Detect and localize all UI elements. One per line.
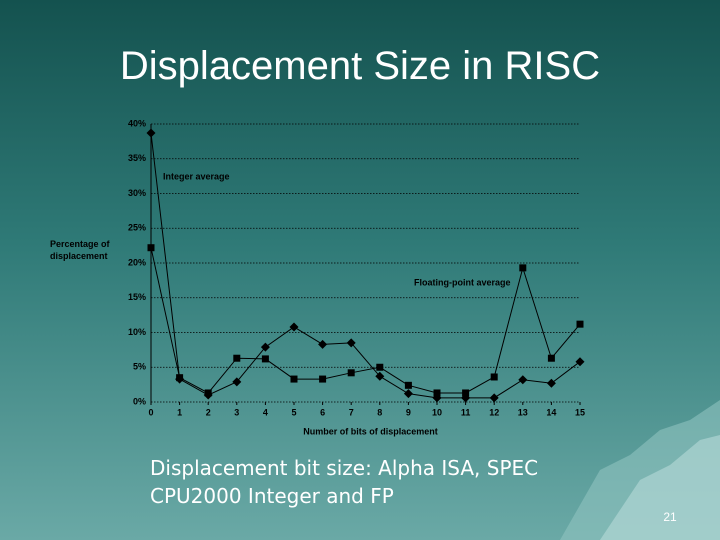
x-tick-label: 6	[320, 407, 325, 417]
data-point	[176, 374, 184, 382]
y-tick-label: 35%	[128, 153, 146, 163]
x-tick-label: 14	[546, 407, 556, 417]
y-tick-label: 5%	[133, 362, 146, 372]
x-tick-label: 9	[406, 407, 411, 417]
data-point	[462, 389, 470, 397]
x-tick-label: 0	[148, 407, 153, 417]
data-point	[403, 389, 413, 399]
y-tick-label: 10%	[128, 327, 146, 337]
data-point	[233, 354, 241, 362]
data-point	[318, 339, 328, 349]
data-point	[433, 389, 441, 397]
x-tick-label: 4	[263, 407, 268, 417]
x-tick-label: 2	[206, 407, 211, 417]
x-tick-label: 12	[489, 407, 499, 417]
decoration	[600, 435, 720, 540]
y-tick-label: 40%	[128, 118, 146, 128]
x-tick-label: 11	[461, 407, 471, 417]
data-point	[576, 320, 584, 328]
data-point	[319, 375, 327, 383]
series-label: Integer average	[163, 171, 230, 181]
x-tick-label: 5	[291, 407, 296, 417]
x-tick-label: 15	[575, 407, 585, 417]
data-point	[489, 393, 499, 403]
data-point	[346, 338, 356, 348]
data-point	[375, 371, 385, 381]
series-label: Floating-point average	[414, 277, 511, 287]
x-tick-label: 13	[518, 407, 528, 417]
x-tick-label: 1	[177, 407, 182, 417]
data-point	[146, 128, 156, 138]
data-point	[232, 377, 242, 387]
series-line	[150, 132, 581, 399]
x-tick-label: 3	[234, 407, 239, 417]
y-axis-label: Percentage of displacement	[50, 239, 110, 261]
data-point	[546, 378, 556, 388]
slide-title: Displacement Size in RISC	[119, 44, 601, 88]
series-line	[150, 247, 581, 394]
y-tick-label: 15%	[128, 292, 146, 302]
x-axis-label: Number of bits of displacement	[303, 426, 438, 436]
data-point	[404, 381, 412, 389]
data-point	[547, 354, 555, 362]
y-tick-label: 20%	[128, 257, 146, 267]
data-point	[518, 375, 528, 385]
data-point	[289, 322, 299, 332]
caption: Displacement bit size: Alpha ISA, SPEC C…	[150, 456, 539, 508]
y-tick-label: 25%	[128, 223, 146, 233]
data-point	[490, 373, 498, 381]
data-point	[204, 389, 212, 397]
data-point	[519, 264, 527, 272]
x-tick-label: 8	[377, 407, 382, 417]
y-tick-label: 0%	[133, 396, 146, 406]
slide-number: 21	[663, 510, 677, 524]
data-point	[290, 375, 298, 383]
x-tick-label: 10	[432, 407, 442, 417]
data-point	[575, 357, 585, 367]
data-point	[260, 342, 270, 352]
data-point	[376, 363, 384, 371]
data-point	[261, 355, 269, 363]
x-tick-label: 7	[349, 407, 354, 417]
data-point	[147, 244, 155, 252]
data-point	[347, 369, 355, 377]
y-tick-label: 30%	[128, 188, 146, 198]
